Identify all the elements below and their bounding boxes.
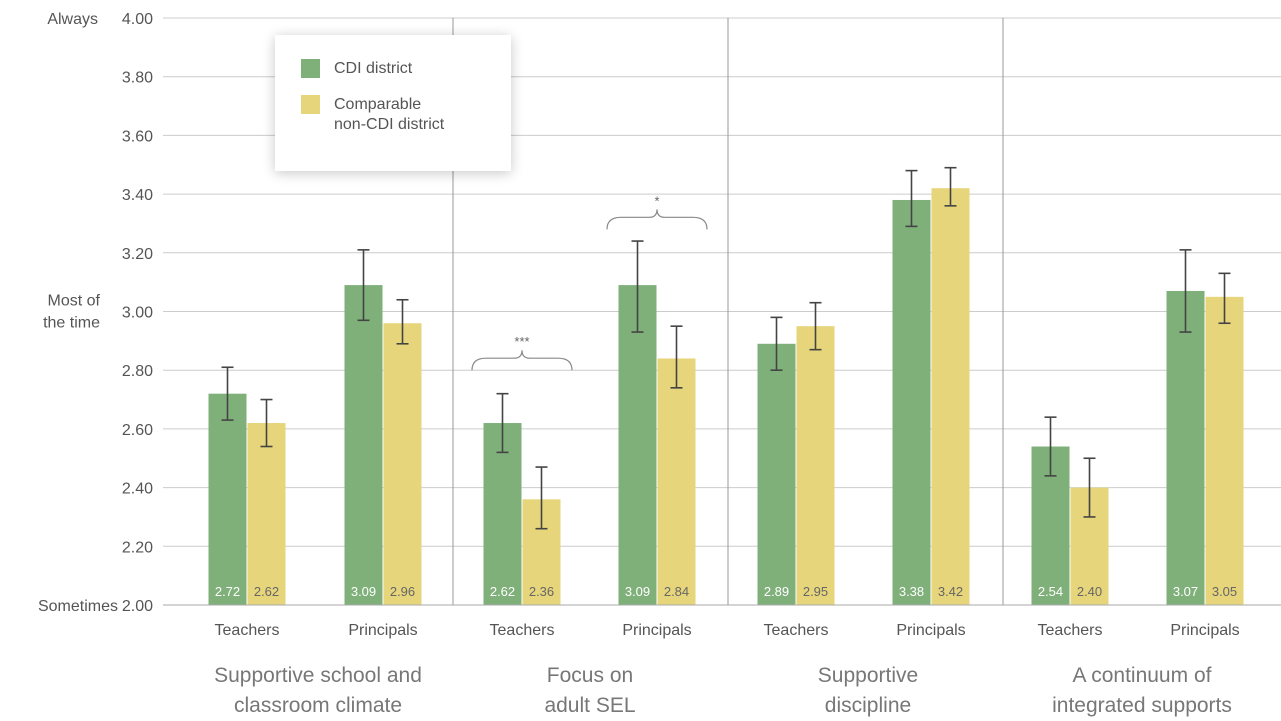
y-tick-label: 2.00	[122, 598, 153, 615]
significance-label: ***	[514, 334, 529, 349]
y-tick-label: 3.40	[122, 187, 153, 204]
y-tick-label: 3.20	[122, 246, 153, 263]
x-group-label: Teachers	[215, 622, 280, 639]
y-anchor-always: Always	[47, 11, 98, 28]
significance-brace	[471, 350, 573, 371]
legend-swatch-non-cdi	[301, 95, 320, 114]
bar	[1205, 296, 1244, 605]
y-tick-label: 2.40	[122, 481, 153, 498]
bar-data-label: 2.95	[803, 584, 828, 599]
y-tick-label: 3.80	[122, 70, 153, 87]
x-group-label: Teachers	[764, 622, 829, 639]
bar-data-label: 2.36	[529, 584, 554, 599]
x-group-label: Principals	[896, 622, 965, 639]
bar-data-label: 3.09	[625, 584, 650, 599]
bar	[892, 199, 931, 605]
category-label-line2: discipline	[825, 694, 911, 717]
x-group-label: Principals	[1170, 622, 1239, 639]
bar	[247, 423, 286, 605]
x-group-label: Principals	[622, 622, 691, 639]
bar	[483, 423, 522, 605]
bar-data-label: 2.72	[215, 584, 240, 599]
bar	[931, 188, 970, 606]
bar	[757, 343, 796, 605]
bar-data-label: 2.89	[764, 584, 789, 599]
category-label-line2: adult SEL	[544, 694, 635, 717]
x-group-label: Teachers	[1038, 622, 1103, 639]
bar-data-label: 2.40	[1077, 584, 1102, 599]
bar	[796, 326, 835, 605]
y-anchor-most-line2: the time	[43, 315, 100, 332]
bar	[208, 393, 247, 605]
category-label-line1: Supportive school and	[214, 664, 422, 687]
y-tick-label: 2.20	[122, 539, 153, 556]
legend-item-cdi: CDI district	[301, 59, 412, 79]
y-tick-label: 3.60	[122, 128, 153, 145]
legend-label-non-cdi: Comparable non-CDI district	[334, 96, 445, 133]
bar-data-label: 3.38	[899, 584, 924, 599]
y-anchor-most-line1: Most of	[48, 293, 101, 310]
y-tick-label: 2.80	[122, 363, 153, 380]
bar-data-label: 3.42	[938, 584, 963, 599]
legend-swatch-cdi	[301, 59, 320, 78]
bar	[344, 285, 383, 605]
category-label-line1: Supportive	[818, 664, 918, 687]
category-label-line1: Focus on	[547, 664, 633, 687]
bar	[383, 323, 422, 605]
y-tick-label: 2.60	[122, 422, 153, 439]
bar-data-label: 2.96	[390, 584, 415, 599]
bar-data-label: 3.09	[351, 584, 376, 599]
significance-label: *	[654, 193, 659, 208]
bar-data-label: 3.05	[1212, 584, 1237, 599]
bar-data-label: 2.54	[1038, 584, 1063, 599]
category-label-line2: classroom climate	[234, 694, 402, 717]
x-group-label: Principals	[348, 622, 417, 639]
y-tick-label: 4.00	[122, 11, 153, 28]
bar-data-label: 2.62	[254, 584, 279, 599]
x-group-label: Teachers	[490, 622, 555, 639]
bar	[618, 285, 657, 605]
category-label-line1: A continuum of	[1073, 664, 1212, 687]
significance-brace	[606, 209, 708, 230]
legend: CDI district Comparable non-CDI district	[275, 35, 511, 171]
bar-data-label: 3.07	[1173, 584, 1198, 599]
bar-data-label: 2.62	[490, 584, 515, 599]
bar-data-label: 2.84	[664, 584, 689, 599]
category-label-line2: integrated supports	[1052, 694, 1232, 717]
bar	[657, 358, 696, 605]
y-tick-label: 3.00	[122, 305, 153, 322]
y-anchor-sometimes: Sometimes	[38, 598, 118, 615]
bar	[1166, 290, 1205, 605]
legend-label-cdi: CDI district	[334, 60, 413, 77]
legend-item-non-cdi: Comparable non-CDI district	[301, 95, 444, 135]
